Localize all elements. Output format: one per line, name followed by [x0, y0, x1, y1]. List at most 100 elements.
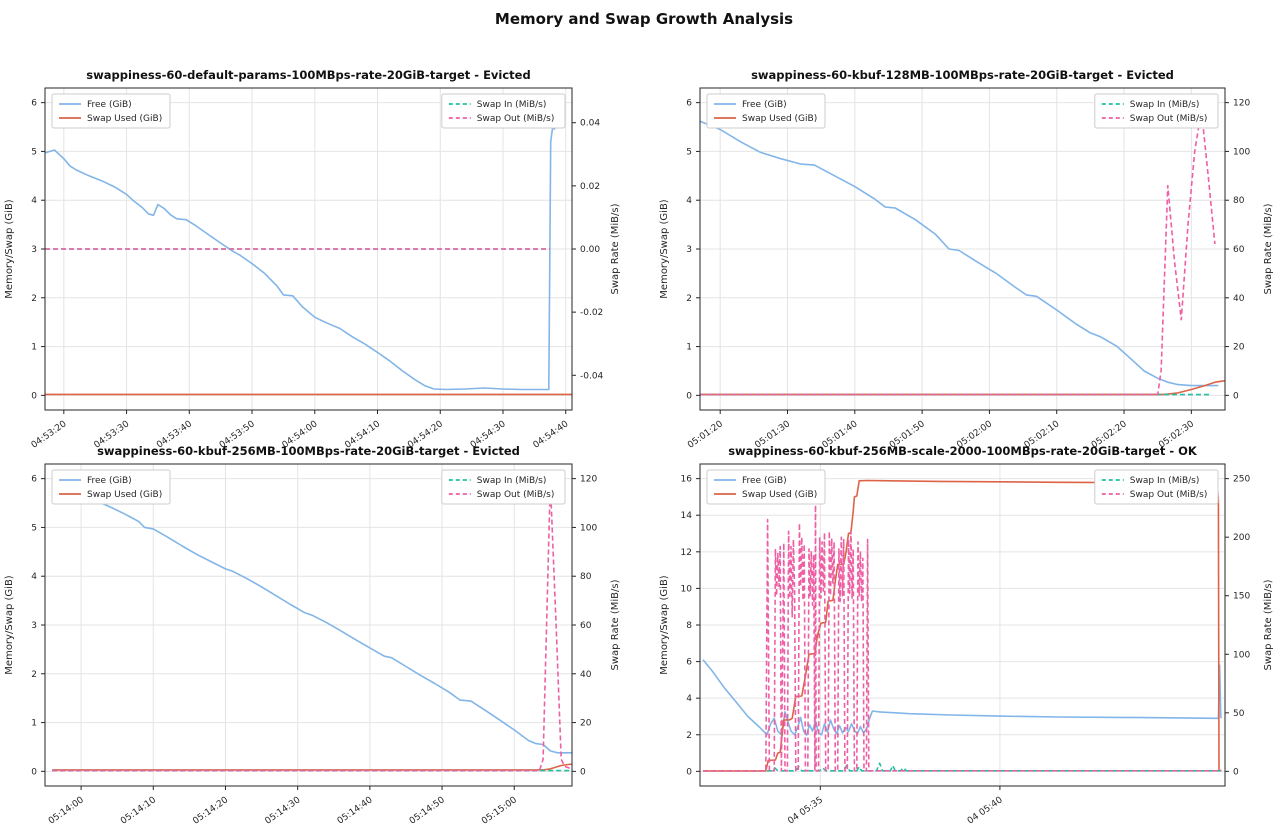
chart-canvas: 04 05:35 04 05:40 0 2 4 6 8 10 12 14 16 0 50 100 150 20… — [659, 463, 1274, 824]
series-free — [51, 480, 572, 754]
subplot-bottom-right: swappiness-60-kbuf-256MB-scale-2000-100M… — [644, 440, 1288, 824]
ylabel-left: Memory/Swap (GiB) — [659, 575, 670, 675]
svg-text:3: 3 — [31, 245, 37, 255]
svg-text:12: 12 — [681, 548, 692, 558]
svg-text:60: 60 — [1233, 245, 1245, 255]
svg-text:6: 6 — [31, 99, 37, 109]
svg-text:Swap Out (MiB/s): Swap Out (MiB/s) — [477, 490, 555, 500]
subplot-bottom-right-title: swappiness-60-kbuf-256MB-scale-2000-100M… — [728, 444, 1197, 458]
legend-left: Free (GiB) Swap Used (GiB) — [51, 469, 171, 505]
chart-canvas: 05:01:20 05:01:30 05:01:40 05:01:50 05:02:00… — [659, 87, 1274, 448]
svg-text:0.04: 0.04 — [580, 119, 600, 129]
svg-text:-0.04: -0.04 — [580, 371, 604, 381]
legend-right: Swap In (MiB/s) Swap Out (MiB/s) — [1094, 469, 1219, 505]
series-swap_out — [52, 480, 573, 772]
svg-text:05:14:50: 05:14:50 — [408, 795, 447, 824]
svg-text:1: 1 — [31, 343, 37, 353]
chart-canvas: 05:14:00 05:14:10 05:14:20 05:14:30 05:14:40… — [4, 463, 621, 824]
legend-right: Swap In (MiB/s) Swap Out (MiB/s) — [441, 469, 566, 505]
svg-text:0.00: 0.00 — [580, 245, 600, 255]
svg-text:80: 80 — [1233, 196, 1245, 206]
svg-text:Free (GiB): Free (GiB) — [742, 100, 787, 110]
series-free — [702, 659, 1223, 736]
series-swap_used — [700, 379, 1226, 396]
ticks — [41, 102, 576, 414]
svg-text:16: 16 — [681, 475, 693, 485]
legend-right: Swap In (MiB/s) Swap Out (MiB/s) — [441, 93, 566, 129]
svg-text:5: 5 — [686, 147, 692, 157]
grid — [45, 464, 572, 786]
svg-text:Swap In (MiB/s): Swap In (MiB/s) — [477, 476, 547, 486]
svg-text:2: 2 — [686, 294, 692, 304]
svg-text:250: 250 — [1233, 475, 1250, 485]
svg-text:80: 80 — [580, 572, 592, 582]
ylabel-right: Swap Rate (MiB/s) — [610, 203, 621, 294]
svg-text:4: 4 — [31, 572, 37, 582]
series-swap_out — [703, 480, 1222, 772]
svg-text:100: 100 — [1233, 650, 1250, 660]
svg-text:6: 6 — [686, 99, 692, 109]
series — [702, 479, 1223, 772]
svg-text:100: 100 — [1233, 147, 1250, 157]
svg-text:0: 0 — [580, 767, 586, 777]
svg-text:Swap Out (MiB/s): Swap Out (MiB/s) — [477, 114, 555, 124]
svg-text:120: 120 — [580, 475, 597, 485]
svg-text:05:15:00: 05:15:00 — [480, 795, 519, 824]
svg-text:5: 5 — [31, 147, 37, 157]
grid — [45, 88, 572, 410]
svg-text:4: 4 — [686, 196, 692, 206]
svg-text:Swap In (MiB/s): Swap In (MiB/s) — [1130, 476, 1200, 486]
svg-text:200: 200 — [1233, 533, 1250, 543]
legend-left: Free (GiB) Swap Used (GiB) — [51, 93, 171, 129]
svg-text:50: 50 — [1233, 709, 1245, 719]
svg-text:20: 20 — [580, 719, 592, 729]
subplot-top-left: swappiness-60-default-params-100MBps-rat… — [0, 64, 644, 448]
svg-text:1: 1 — [686, 343, 692, 353]
svg-text:1: 1 — [31, 719, 37, 729]
svg-text:0.02: 0.02 — [580, 182, 600, 192]
svg-text:Free (GiB): Free (GiB) — [87, 100, 132, 110]
svg-text:0: 0 — [686, 391, 692, 401]
subplot-top-left-title: swappiness-60-default-params-100MBps-rat… — [86, 68, 531, 82]
ticks — [696, 478, 1229, 790]
legend-left: Free (GiB) Swap Used (GiB) — [706, 469, 826, 505]
svg-text:2: 2 — [31, 670, 37, 680]
svg-text:Swap In (MiB/s): Swap In (MiB/s) — [1130, 100, 1200, 110]
svg-text:0: 0 — [1233, 767, 1239, 777]
svg-text:2: 2 — [31, 294, 37, 304]
series-free — [699, 120, 1219, 387]
svg-text:150: 150 — [1233, 592, 1250, 602]
series-swap_in — [703, 762, 1222, 772]
svg-text:0: 0 — [31, 391, 37, 401]
svg-text:14: 14 — [681, 511, 693, 521]
series — [44, 126, 572, 396]
svg-text:2: 2 — [686, 731, 692, 741]
svg-text:Swap In (MiB/s): Swap In (MiB/s) — [477, 100, 547, 110]
svg-text:0: 0 — [1233, 391, 1239, 401]
legend-left: Free (GiB) Swap Used (GiB) — [706, 93, 826, 129]
svg-text:6: 6 — [686, 658, 692, 668]
grid — [700, 464, 1225, 786]
series-swap_used — [52, 763, 573, 771]
svg-text:40: 40 — [1233, 294, 1245, 304]
ylabel-right: Swap Rate (MiB/s) — [1263, 203, 1274, 294]
svg-text:04 05:40: 04 05:40 — [966, 795, 1005, 824]
series-free — [44, 126, 556, 391]
svg-text:05:14:00: 05:14:00 — [47, 795, 86, 824]
svg-text:5: 5 — [31, 523, 37, 533]
svg-text:8: 8 — [686, 621, 692, 631]
series — [51, 480, 573, 772]
ticks — [696, 102, 1229, 414]
svg-text:-0.02: -0.02 — [580, 308, 603, 318]
svg-text:40: 40 — [580, 670, 592, 680]
svg-text:05:14:20: 05:14:20 — [191, 795, 230, 824]
subplot-top-right-title: swappiness-60-kbuf-128MB-100MBps-rate-20… — [751, 68, 1174, 82]
subplot-top-right: swappiness-60-kbuf-128MB-100MBps-rate-20… — [644, 64, 1288, 448]
series — [699, 109, 1226, 396]
legend-right: Swap In (MiB/s) Swap Out (MiB/s) — [1094, 93, 1219, 129]
svg-text:05:14:30: 05:14:30 — [264, 795, 303, 824]
grid — [700, 88, 1225, 410]
svg-text:Swap Used (GiB): Swap Used (GiB) — [742, 490, 817, 500]
ticks — [41, 478, 576, 790]
